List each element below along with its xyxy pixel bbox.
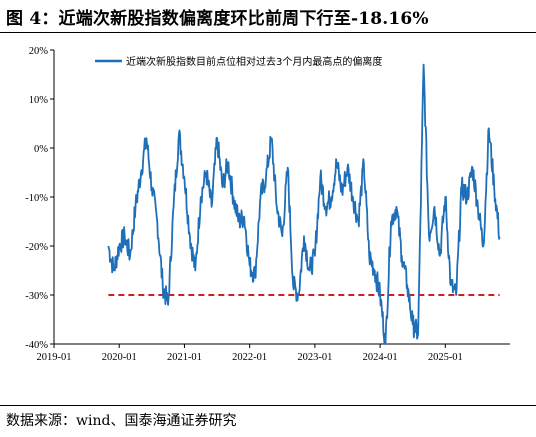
y-axis: 20% 10% 0% -10% -20% -30% -40%: [25, 46, 55, 351]
title-divider: [0, 32, 536, 33]
series-group: [107, 63, 501, 345]
legend-label: 近端次新股指数目前点位相对过去3个月内最高点的偏离度: [126, 55, 382, 68]
x-tick-label: 2019-01: [37, 352, 72, 363]
source-note: 数据来源：wind、国泰海通证券研究: [6, 413, 237, 429]
source-divider: [0, 405, 536, 406]
x-tick-label: 2025-01: [428, 352, 463, 363]
legend: 近端次新股指数目前点位相对过去3个月内最高点的偏离度: [95, 55, 382, 68]
series-line: [107, 63, 501, 345]
x-tick-label: 2022-01: [232, 352, 267, 363]
x-tick-label: 2023-01: [297, 352, 332, 363]
x-tick-label: 2021-01: [167, 352, 202, 363]
y-tick-label: 0%: [34, 144, 48, 155]
y-tick-label: -10%: [25, 193, 48, 204]
y-tick-label: 20%: [29, 46, 49, 57]
x-tick-label: 2020-01: [102, 352, 137, 363]
y-tick-label: -40%: [25, 340, 48, 351]
y-tick-label: -20%: [25, 242, 48, 253]
y-tick-label: -30%: [25, 291, 48, 302]
page-title: 图 4：近端次新股指数偏离度环比前周下行至-18.16%: [6, 9, 429, 29]
y-tick-label: 10%: [29, 95, 49, 106]
x-tick-label: 2024-01: [363, 352, 398, 363]
x-axis: 2019-01 2020-01 2021-01 2022-01 2023-01 2024-…: [37, 343, 510, 363]
